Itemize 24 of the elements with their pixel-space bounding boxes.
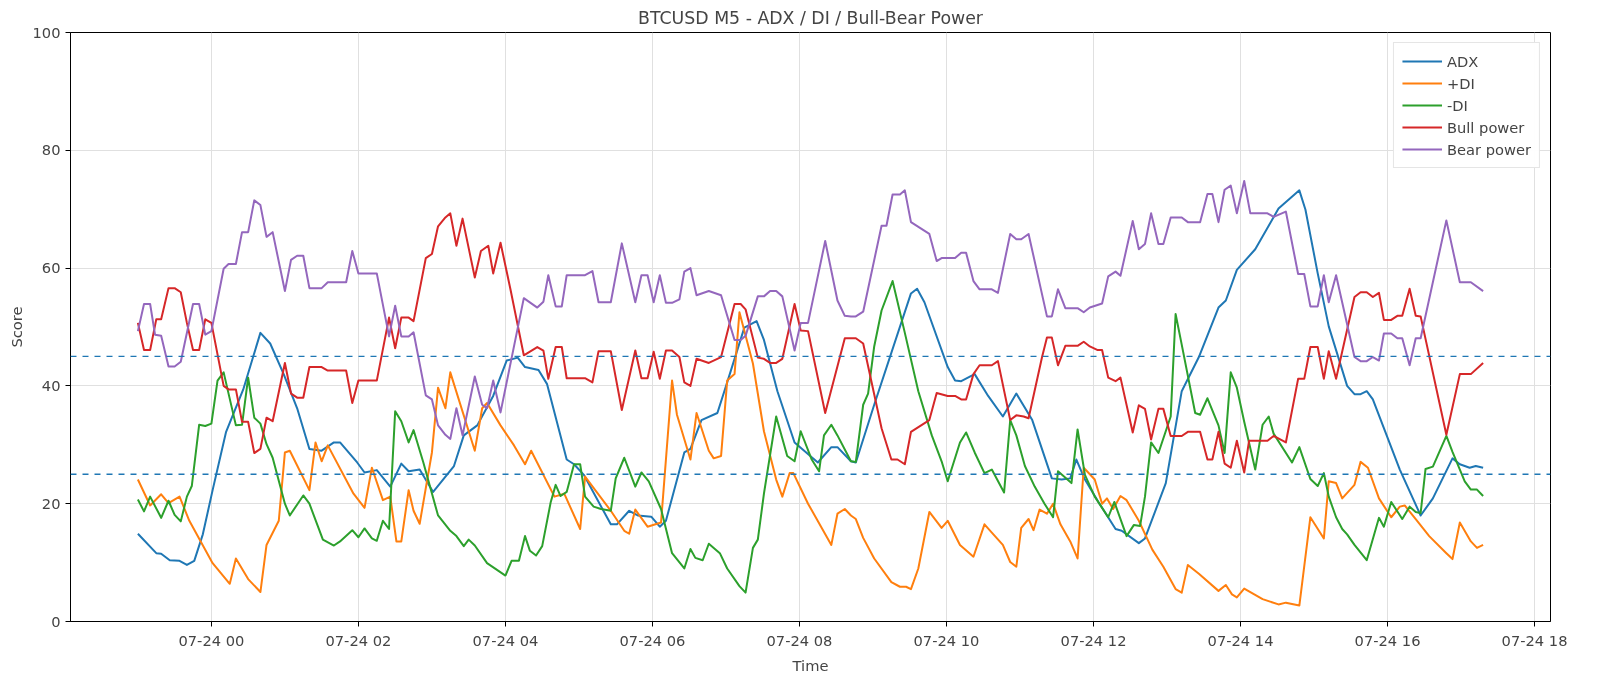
x-tick-label: 07-24 08 <box>766 631 833 649</box>
y-tick-label: 100 <box>32 23 61 41</box>
legend-label: Bear power <box>1446 140 1531 158</box>
x-tick-label: 07-24 10 <box>913 631 980 649</box>
y-tick-label: 0 <box>51 612 61 630</box>
x-tick-label: 07-24 02 <box>325 631 392 649</box>
x-tick-label: 07-24 00 <box>178 631 245 649</box>
y-tick-label: 20 <box>41 494 61 512</box>
chart-title: BTCUSD M5 - ADX / DI / Bull-Bear Power <box>638 7 984 28</box>
x-tick-label: 07-24 12 <box>1060 631 1127 649</box>
legend-label: Bull power <box>1446 118 1525 136</box>
legend-label: ADX <box>1446 52 1479 70</box>
x-tick-label: 07-24 16 <box>1354 631 1421 649</box>
x-tick-label: 07-24 14 <box>1207 631 1274 649</box>
y-tick-label: 80 <box>41 141 61 159</box>
x-tick-label: 07-24 06 <box>619 631 686 649</box>
x-tick-label: 07-24 18 <box>1501 631 1568 649</box>
x-tick-label: 07-24 04 <box>472 631 539 649</box>
y-tick-label: 60 <box>41 259 61 277</box>
legend-label: +DI <box>1446 74 1475 92</box>
y-tick-label: 40 <box>41 376 61 394</box>
y-axis-title: Score <box>7 306 25 348</box>
legend-label: -DI <box>1446 96 1468 114</box>
x-axis-title: Time <box>791 656 829 674</box>
